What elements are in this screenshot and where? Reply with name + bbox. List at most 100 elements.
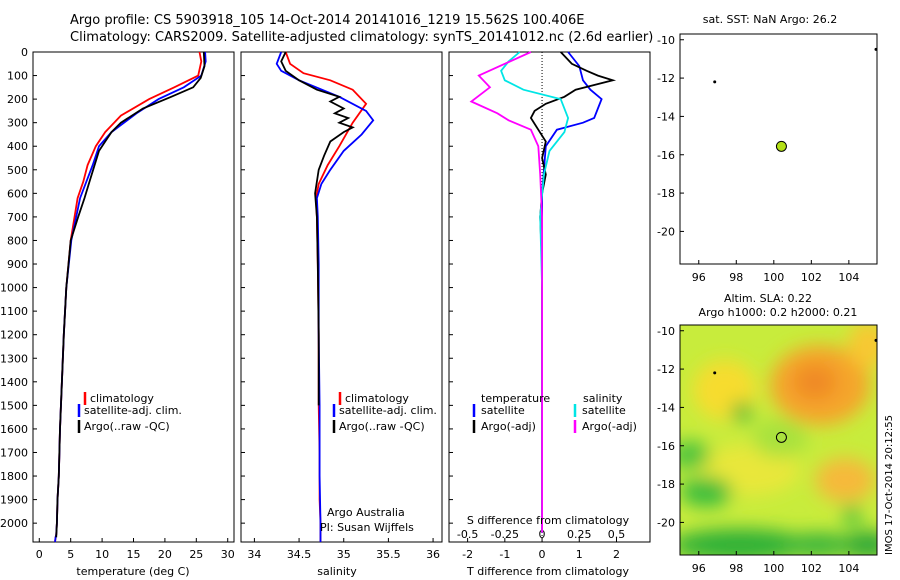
sst-map-lon-tick-label: 100 — [763, 271, 784, 284]
profile-title: Argo profile: CS 5903918_105 14-Oct-2014… — [70, 13, 585, 28]
sla-coastline-dot — [874, 338, 878, 342]
temperature-series-satellite-adj-clim — [54, 51, 207, 543]
sst-map-lon-tick-label: 96 — [692, 271, 706, 284]
depth-tick-label: 300 — [7, 117, 28, 130]
sst-map-lat-tick-label: -18 — [657, 187, 675, 200]
sla-map-lat-tick-label: -16 — [657, 440, 675, 453]
sla-map-title-line1: Altim. SLA: 0.22 — [724, 292, 812, 305]
sla-map-lon-tick-label: 96 — [692, 562, 706, 575]
legend-label-satellite: satellite-adj. clim. — [339, 404, 437, 417]
temperature-series-climatology — [54, 51, 203, 543]
salinity-panel-frame — [240, 51, 443, 543]
s-difference-tick-label: -0.5 — [457, 528, 478, 541]
depth-tick-label: 1000 — [0, 282, 28, 295]
temperature-tick-label: 30 — [221, 548, 235, 561]
sst-map-lat-tick-label: -12 — [657, 72, 675, 85]
pi-name-label: PI: Susan Wijffels — [320, 521, 414, 534]
salinity-xlabel: salinity — [317, 565, 357, 578]
s-difference-title: S difference from climatology — [467, 514, 630, 527]
salinity-legend: climatology satellite-adj. clim. Argo(..… — [320, 392, 437, 534]
depth-tick-label: 600 — [7, 187, 28, 200]
depth-tick-label: 1200 — [0, 329, 28, 342]
depth-tick-label: 400 — [7, 140, 28, 153]
difference-series-argo-adj-t — [529, 51, 617, 533]
profile-location-marker — [775, 140, 787, 152]
depth-tick-label: 1300 — [0, 352, 28, 365]
legend-label-s-satellite: satellite — [582, 404, 626, 417]
temperature-series-argo-raw-qc — [55, 51, 206, 538]
legend-title-temperature: temperature — [481, 392, 550, 405]
sst-map-lat-tick-label: -10 — [657, 34, 675, 47]
salinity-tick-label: 36 — [426, 548, 440, 561]
depth-tick-label: 2000 — [0, 517, 28, 530]
depth-tick-label: 500 — [7, 164, 28, 177]
depth-tick-label: 1700 — [0, 446, 28, 459]
temperature-tick-label: 0 — [36, 548, 43, 561]
t-difference-tick-label: -1 — [499, 548, 510, 561]
temperature-xlabel: temperature (deg C) — [76, 565, 189, 578]
sst-map-title: sat. SST: NaN Argo: 26.2 — [703, 13, 837, 26]
sla-map-lon-tick-label: 104 — [838, 562, 859, 575]
temperature-tick-label: 5 — [67, 548, 74, 561]
legend-label-argo: Argo(..raw -QC) — [339, 420, 425, 433]
legend-label-satellite: satellite-adj. clim. — [84, 404, 182, 417]
temperature-panel-frame — [32, 51, 235, 543]
salinity-series-argo-raw-qc — [280, 51, 355, 406]
difference-series-argo-adj-s — [469, 51, 543, 533]
legend-label-argo: Argo(..raw -QC) — [84, 420, 170, 433]
legend-label-t-argo: Argo(-adj) — [481, 420, 536, 433]
legend-label-s-argo: Argo(-adj) — [582, 420, 637, 433]
salinity-series-satellite-adj-clim — [275, 51, 375, 542]
depth-tick-label: 1400 — [0, 376, 28, 389]
coastline-dot — [713, 80, 717, 84]
sla-map-lon-tick-label: 102 — [801, 562, 822, 575]
depth-tick-label: 1600 — [0, 423, 28, 436]
sla-map-title-line2: Argo h1000: 0.2 h2000: 0.21 — [699, 306, 858, 319]
coastline-dot — [874, 47, 878, 51]
difference-panel-frame — [448, 51, 651, 543]
imos-timestamp: IMOS 17-Oct-2014 20:12:55 — [884, 415, 895, 555]
salinity-tick-label: 34.5 — [287, 548, 312, 561]
sla-map-lat-tick-label: -12 — [657, 363, 675, 376]
legend-label-t-satellite: satellite — [481, 404, 525, 417]
climatology-title: Climatology: CARS2009. Satellite-adjuste… — [70, 30, 654, 45]
t-difference-tick-label: 0 — [539, 548, 546, 561]
salinity-tick-label: 35 — [337, 548, 351, 561]
sla-coastline-dot — [713, 371, 717, 375]
legend-title-salinity: salinity — [583, 392, 623, 405]
depth-tick-label: 1800 — [0, 470, 28, 483]
s-difference-tick-label: -0.25 — [491, 528, 519, 541]
sst-map-lon-tick-label: 104 — [838, 271, 859, 284]
depth-tick-label: 0 — [21, 46, 28, 59]
depth-tick-label: 700 — [7, 211, 28, 224]
depth-tick-label: 800 — [7, 234, 28, 247]
sla-map-lon-tick-label: 98 — [729, 562, 743, 575]
argo-australia-label: Argo Australia — [327, 506, 405, 519]
sla-map-lat-tick-label: -10 — [657, 325, 675, 338]
sst-map-lon-tick-label: 98 — [729, 271, 743, 284]
difference-series-satellite-t — [541, 51, 603, 533]
salinity-series-climatology — [284, 51, 368, 542]
depth-tick-label: 1500 — [0, 399, 28, 412]
t-difference-tick-label: 1 — [576, 548, 583, 561]
t-difference-xlabel: T difference from climatology — [466, 565, 629, 578]
sla-map-lat-tick-label: -18 — [657, 478, 675, 491]
temperature-tick-label: 20 — [158, 548, 172, 561]
temperature-tick-label: 10 — [95, 548, 109, 561]
sst-map-lat-tick-label: -14 — [657, 110, 675, 123]
t-difference-tick-label: -2 — [462, 548, 473, 561]
salinity-tick-label: 34 — [247, 548, 261, 561]
legend-label-climatology: climatology — [90, 392, 154, 405]
sst-map-lon-tick-label: 102 — [801, 271, 822, 284]
sla-profile-marker — [775, 431, 787, 443]
sla-map-lat-tick-label: -14 — [657, 401, 675, 414]
depth-tick-label: 200 — [7, 93, 28, 106]
temperature-legend: climatology satellite-adj. clim. Argo(..… — [77, 392, 182, 433]
sla-map-lon-tick-label: 100 — [763, 562, 784, 575]
sst-map-frame — [679, 33, 878, 265]
salinity-tick-label: 35.5 — [376, 548, 401, 561]
sla-map-frame — [679, 324, 878, 556]
depth-tick-label: 900 — [7, 258, 28, 271]
depth-tick-label: 100 — [7, 70, 28, 83]
